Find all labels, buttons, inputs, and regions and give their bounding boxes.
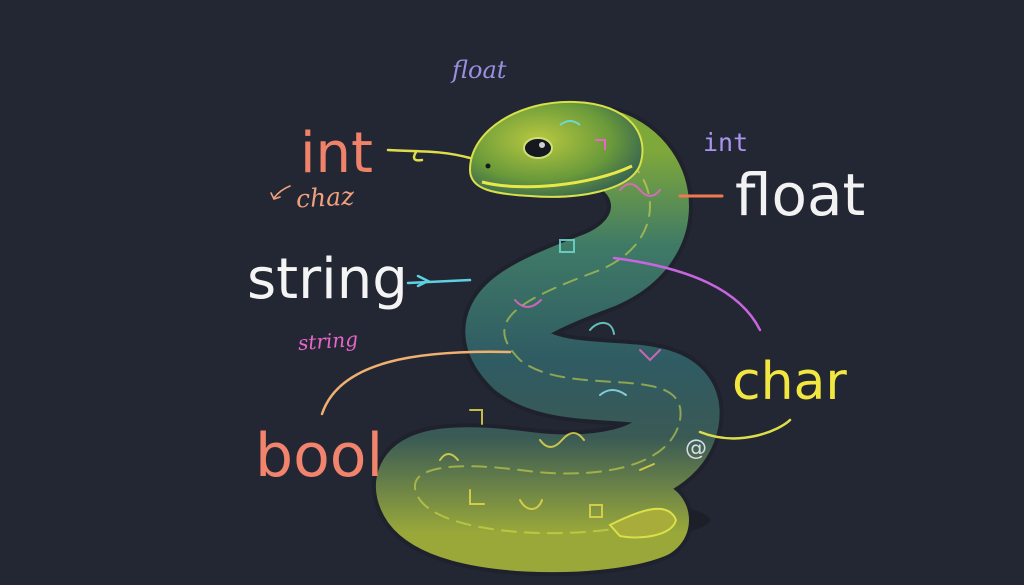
- at-symbol: @: [685, 436, 707, 461]
- snake-eye: [523, 137, 553, 159]
- bool-connector: [320, 350, 512, 416]
- label-int-handwritten: int: [703, 128, 749, 157]
- int-connector: [386, 148, 472, 160]
- connector-lines: [270, 148, 792, 440]
- char-connector: [612, 256, 762, 332]
- label-char: char: [732, 352, 847, 412]
- label-string-handwritten: string: [297, 326, 359, 356]
- snake-body: [372, 107, 724, 577]
- chaz-arrow: [273, 185, 291, 199]
- label-float-handwritten: float: [452, 56, 507, 84]
- label-bool: bool: [255, 421, 384, 491]
- label-string: string: [247, 247, 408, 312]
- snake-nostril: [485, 163, 491, 169]
- string-connector: [406, 278, 472, 285]
- label-int: int: [300, 121, 374, 186]
- label-chaz-handwritten: chaz: [295, 181, 355, 214]
- label-float: float: [735, 161, 866, 229]
- snake-tail: [608, 507, 678, 539]
- char-lower-connector: [698, 418, 792, 440]
- snake-head: [468, 100, 644, 198]
- body-doodles: [439, 183, 661, 518]
